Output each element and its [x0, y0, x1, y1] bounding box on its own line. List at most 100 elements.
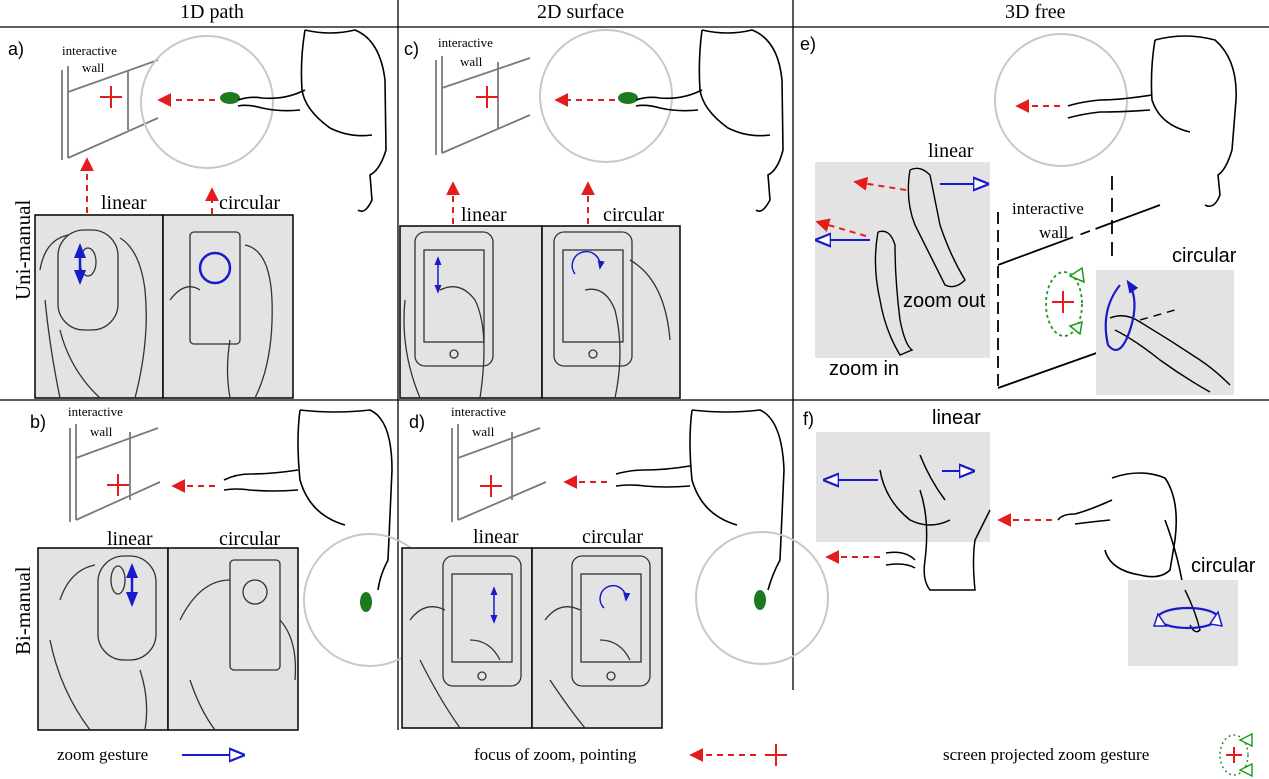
legend: zoom gesture focus of zoom, pointing scr…: [57, 732, 1253, 778]
row-header-uni-manual: Uni-manual: [11, 200, 35, 300]
panel-e-projected-arrow-top: [1068, 266, 1085, 284]
panel-d-pointing-circle: [695, 531, 829, 665]
panel-d-focus-cross: [480, 475, 502, 497]
panel-d-linear-box: [401, 547, 533, 729]
panel-c-phone-linear: [403, 231, 494, 399]
panel-a-letter: a): [8, 39, 24, 59]
panel-e-letter: e): [800, 34, 816, 54]
panel-b: b) interactive wall linear circular: [30, 404, 437, 731]
panel-e-circular-label: circular: [1172, 245, 1237, 267]
panel-d-circular-box: [531, 547, 663, 729]
panel-e-circular-gesture: [1104, 279, 1139, 352]
panel-c-linear-label: linear: [461, 204, 507, 226]
panel-c: c) interactive wall linear circular: [399, 29, 784, 399]
panel-d-wall: [451, 424, 547, 522]
panel-b-circular-label: circular: [219, 528, 280, 550]
panel-e-arrow-zoom-out-red: [853, 176, 907, 191]
panel-a-mouse-hand: [39, 229, 147, 399]
panel-b-letter: b): [30, 412, 46, 432]
panel-e-arrow-zoom-in-red: [815, 218, 867, 237]
panel-d: d) interactive wall linear circular: [401, 404, 829, 729]
panel-e-wall-label-2: wall: [1039, 223, 1069, 242]
panel-b-circular-box: [167, 547, 299, 731]
panel-a-wall: [61, 59, 159, 160]
row-header-bi-manual: Bi-manual: [11, 566, 35, 655]
grid-lines: [0, 0, 1269, 730]
panel-b-wall: [69, 424, 161, 522]
panel-b-wall-label-1: interactive: [68, 404, 123, 419]
panel-a-focus-cross: [100, 86, 122, 108]
panel-c-person: [635, 29, 784, 213]
panel-b-phone-hand: [179, 559, 297, 731]
panel-a-wall-label-2: wall: [82, 60, 105, 75]
panel-d-linear-label: linear: [473, 526, 519, 548]
panel-f-body: [879, 454, 991, 591]
panel-b-wall-label-2: wall: [90, 424, 113, 439]
legend-focus-label: focus of zoom, pointing: [474, 745, 637, 764]
panel-e-projected-arrow-bottom: [1068, 320, 1083, 336]
panel-a: a) interactive wall linear circular: [8, 29, 387, 399]
panel-b-linear-box: [37, 547, 169, 731]
legend-projected-ellipse: [1219, 734, 1249, 776]
panel-e-focus-cross: [1052, 291, 1074, 313]
panel-e-wall-label-1: interactive: [1012, 199, 1084, 218]
column-header-1d: 1D path: [180, 1, 244, 23]
panel-c-letter: c): [404, 39, 419, 59]
panel-b-device-green: [360, 592, 372, 612]
panel-a-pointing-circle: [140, 35, 274, 169]
panel-b-linear-label: linear: [107, 528, 153, 550]
panel-c-circular-gesture: [571, 250, 605, 275]
legend-projected-arrow-top: [1238, 732, 1253, 748]
panel-d-phone-circular: [544, 555, 651, 729]
panel-f-circular-arrow-right: [1208, 610, 1224, 627]
panel-f-circular-label: circular: [1191, 555, 1256, 577]
panel-a-phone-hand: [169, 231, 273, 399]
panel-a-wall-label-1: interactive: [62, 43, 117, 58]
panel-d-wall-label-2: wall: [472, 424, 495, 439]
panel-f-circular-arrow-left: [1152, 612, 1168, 627]
panel-b-person: [223, 409, 393, 591]
panel-e-projected-gesture: [1045, 271, 1083, 337]
legend-projected-cross: [1226, 747, 1242, 763]
panel-c-phone-circular: [553, 231, 671, 399]
panel-a-linear-label: linear: [101, 192, 147, 214]
panel-d-device-green: [754, 590, 766, 610]
panel-d-wall-label-1: interactive: [451, 404, 506, 419]
panel-f-linear-box: [816, 432, 990, 542]
panel-c-device-green: [618, 92, 638, 104]
legend-zoom-gesture-label: zoom gesture: [57, 745, 148, 764]
panel-e-zoom-out-label: zoom out: [903, 290, 986, 312]
panel-d-phone-linear: [409, 555, 522, 729]
panel-a-person: [237, 29, 387, 213]
panel-e-zoom-in-label: zoom in: [829, 358, 899, 380]
panel-f-letter: f): [803, 409, 814, 429]
panel-c-wall-label-2: wall: [460, 54, 483, 69]
panel-d-circular-gesture: [599, 584, 631, 609]
panel-e-pointing-circle: [994, 33, 1128, 167]
panel-a-circular-gesture: [198, 251, 232, 285]
panel-b-focus-cross: [107, 474, 129, 496]
panel-c-pointing-circle: [539, 29, 673, 163]
panel-c-linear-box: [399, 225, 543, 399]
panel-d-circular-label: circular: [582, 526, 643, 548]
legend-focus-cross: [765, 744, 787, 766]
panel-d-letter: d): [409, 412, 425, 432]
panel-c-focus-cross: [476, 86, 498, 108]
panel-f: f) linear circular: [803, 407, 1256, 666]
column-header-2d: 2D surface: [537, 1, 624, 23]
panel-c-wall-label-1: interactive: [438, 35, 493, 50]
panel-c-circular-label: circular: [603, 204, 664, 226]
panel-a-circular-label: circular: [219, 192, 280, 214]
panel-e-linear-label: linear: [928, 140, 974, 162]
panel-a-device-green: [220, 92, 240, 104]
panel-e-person: [1067, 35, 1237, 208]
panel-e: e) linear zoom out zoom in interactive w…: [800, 33, 1237, 395]
column-header-3d: 3D free: [1005, 1, 1066, 23]
panel-b-mouse-hand: [49, 555, 157, 731]
legend-projected-arrow-bottom: [1238, 762, 1253, 778]
panel-c-wall: [435, 56, 531, 155]
panel-c-circular-box: [541, 225, 681, 399]
panel-e-wall: [997, 176, 1161, 389]
panel-d-person: [615, 409, 785, 591]
